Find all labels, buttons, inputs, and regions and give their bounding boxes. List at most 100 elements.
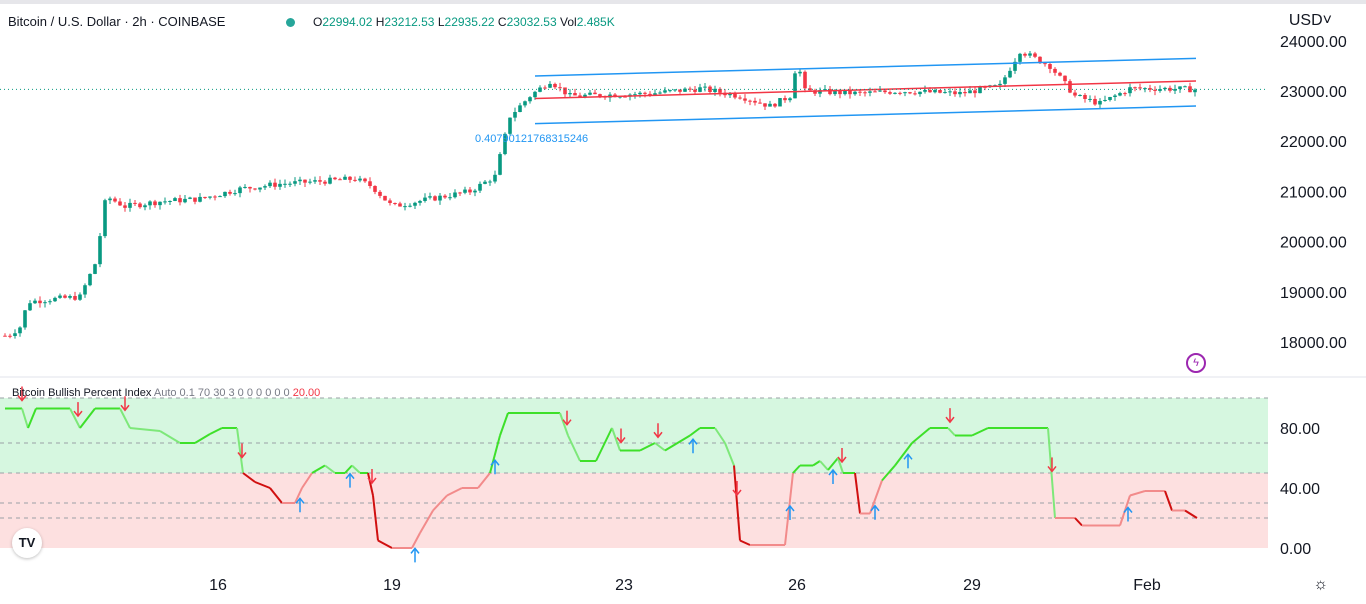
indicator-segment bbox=[881, 464, 896, 482]
indicator-segment bbox=[69, 408, 81, 429]
indicator-segment bbox=[559, 412, 569, 436]
channel-lower-line bbox=[534, 105, 1197, 125]
candle-body bbox=[658, 92, 662, 94]
candle-body bbox=[28, 303, 32, 311]
currency-selector[interactable]: USD˅ bbox=[1289, 12, 1332, 30]
candle-body bbox=[478, 183, 482, 191]
candle-body bbox=[893, 92, 897, 94]
tradingview-logo-icon[interactable]: TV bbox=[12, 528, 42, 558]
candle-body bbox=[1078, 94, 1082, 96]
candle-body bbox=[833, 90, 837, 95]
candle-body bbox=[713, 88, 717, 93]
time-axis-label: 29 bbox=[963, 577, 981, 594]
candle-body bbox=[278, 183, 282, 187]
buy-signal-arrow-head bbox=[903, 453, 913, 460]
candle-body bbox=[48, 301, 52, 303]
candle-body bbox=[453, 192, 457, 198]
candle-body bbox=[293, 181, 297, 184]
candle-body bbox=[373, 185, 377, 192]
buy-signal-arrow-head bbox=[490, 459, 500, 466]
candle-body bbox=[1043, 63, 1047, 65]
indicator-legend[interactable]: Bitcoin Bullish Percent Index Auto 0.1 7… bbox=[12, 387, 320, 399]
candle-body bbox=[448, 197, 452, 199]
time-axis-label: 23 bbox=[615, 577, 633, 594]
candle-body bbox=[438, 195, 442, 201]
candle-body bbox=[268, 182, 272, 187]
gear-icon[interactable]: ☼ bbox=[1313, 576, 1328, 593]
indicator-segment bbox=[724, 442, 735, 466]
indicator-segment bbox=[639, 442, 656, 452]
candle-body bbox=[728, 93, 732, 96]
low-label: L bbox=[437, 15, 445, 29]
indicator-axis-label: 0.00 bbox=[1280, 541, 1311, 558]
time-axis-label: Feb bbox=[1133, 577, 1161, 594]
indicator-segment bbox=[194, 433, 211, 444]
candle-body bbox=[398, 203, 402, 207]
candle-body bbox=[998, 83, 1002, 86]
lightning-icon[interactable]: ϟ bbox=[1186, 353, 1206, 373]
candle-body bbox=[558, 87, 562, 89]
indicator-value: 20.00 bbox=[292, 387, 321, 399]
candle-body bbox=[363, 178, 367, 182]
candle-body bbox=[953, 91, 957, 95]
candle-body bbox=[683, 88, 687, 92]
candle-body bbox=[843, 90, 847, 95]
candle-body bbox=[1058, 72, 1062, 76]
buy-signal-arrow-head bbox=[785, 504, 795, 512]
indicator-segment bbox=[1129, 490, 1146, 497]
candle-body bbox=[1128, 87, 1132, 94]
sell-signal-arrow-head bbox=[120, 404, 130, 412]
candle-body bbox=[78, 294, 82, 300]
indicator-segment bbox=[947, 427, 956, 437]
candle-body bbox=[553, 83, 557, 88]
candle-body bbox=[428, 196, 432, 198]
candle-body bbox=[758, 102, 762, 104]
indicator-segment bbox=[739, 539, 751, 546]
indicator-params: Auto 0.1 70 30 3 bbox=[153, 387, 235, 399]
candle-body bbox=[308, 181, 312, 183]
candle-body bbox=[498, 154, 502, 175]
candle-body bbox=[508, 117, 512, 134]
candle-body bbox=[463, 189, 467, 193]
candle-body bbox=[1133, 87, 1137, 89]
candle-body bbox=[888, 92, 892, 94]
candle-body bbox=[378, 191, 382, 196]
candle-body bbox=[33, 300, 37, 304]
candle-body bbox=[868, 91, 872, 93]
candle-body bbox=[1048, 64, 1052, 69]
candle-body bbox=[853, 91, 857, 95]
candle-body bbox=[458, 192, 462, 194]
candle-body bbox=[948, 91, 952, 93]
candle-body bbox=[923, 89, 927, 92]
candle-body bbox=[858, 91, 862, 93]
buy-signal-arrow-head bbox=[688, 438, 698, 445]
candle-body bbox=[328, 177, 332, 184]
bull-zone bbox=[0, 398, 1268, 473]
close-label: C bbox=[497, 15, 507, 29]
indicator-segment bbox=[792, 464, 801, 474]
candle-body bbox=[318, 180, 322, 182]
low-value: 22935.22 bbox=[444, 15, 495, 29]
candle-body bbox=[298, 179, 302, 182]
candle-body bbox=[263, 186, 267, 188]
indicator-segment bbox=[971, 427, 989, 437]
candle-body bbox=[23, 310, 27, 328]
candle-body bbox=[1053, 68, 1057, 73]
candle-body bbox=[818, 90, 822, 94]
sell-signal-arrow-head bbox=[562, 419, 572, 426]
candle-body bbox=[878, 90, 882, 92]
indicator-segment bbox=[432, 494, 448, 512]
candle-body bbox=[323, 181, 327, 184]
candle-body bbox=[583, 94, 587, 97]
sell-signal-arrow-head bbox=[616, 437, 626, 444]
candle-body bbox=[248, 186, 252, 189]
symbol-title[interactable]: Bitcoin / U.S. Dollar · 2h · COINBASE bbox=[8, 14, 226, 29]
candle-body bbox=[908, 92, 912, 94]
indicator-segment bbox=[209, 427, 223, 435]
candle-body bbox=[1003, 77, 1007, 84]
candle-body bbox=[348, 176, 352, 180]
buy-signal-arrow-head bbox=[345, 472, 355, 480]
indicator-segment bbox=[351, 464, 361, 474]
candle-body bbox=[1013, 61, 1017, 71]
